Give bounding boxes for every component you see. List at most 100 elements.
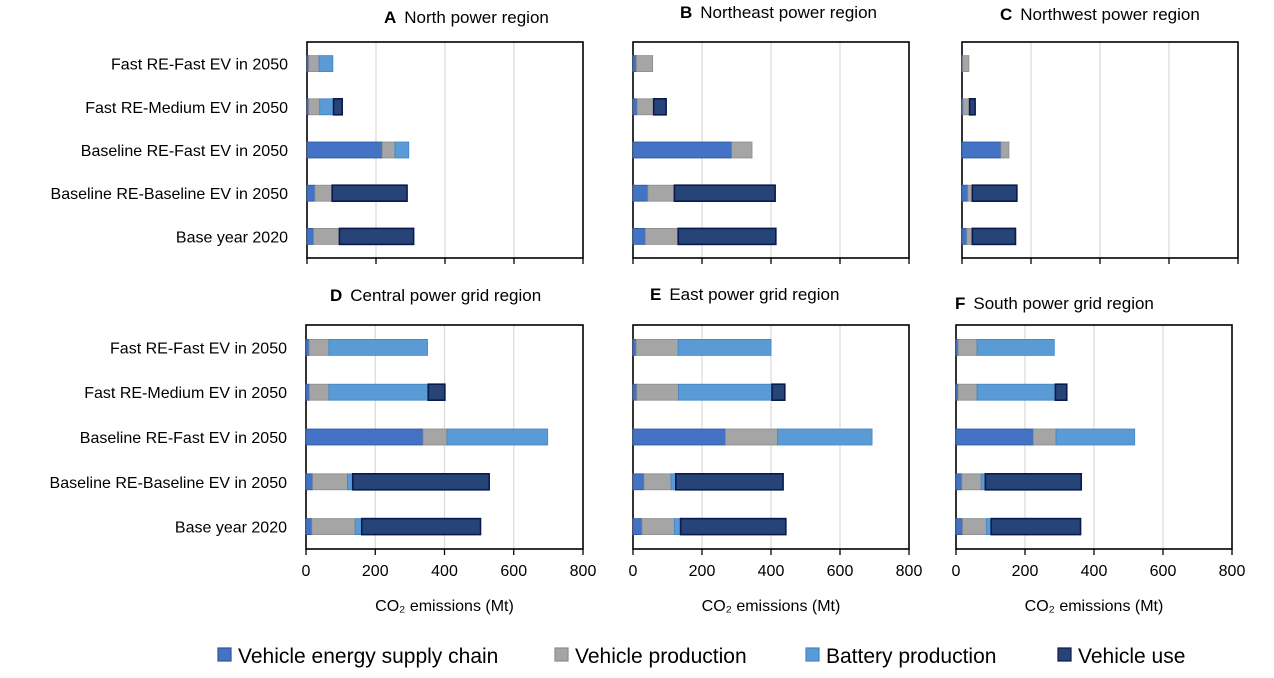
bar-segment-production (643, 473, 672, 491)
bar-segment-supply (632, 227, 646, 245)
x-axis-label: CO₂ emissions (Mt) (702, 598, 841, 615)
x-tick-label: 400 (758, 563, 785, 580)
bar-segment-supply (632, 184, 649, 202)
bar-segment-production (314, 184, 333, 202)
category-label: Base year 2020 (176, 229, 288, 246)
bar-segment-battery (976, 338, 1055, 356)
bar-segment-production (313, 227, 340, 245)
bar-segment-production (1000, 141, 1010, 159)
bar-segment-use (338, 227, 415, 246)
bar-segment-supply (632, 383, 638, 401)
x-tick-label: 600 (500, 563, 527, 580)
x-tick-label: 200 (1012, 563, 1039, 580)
panel-title: C Northwest power region (1000, 5, 1200, 24)
panel-b: B Northeast power region (632, 3, 910, 264)
category-label: Baseline RE-Baseline EV in 2050 (50, 475, 288, 492)
x-tick-label: 0 (302, 563, 311, 580)
bar-segment-use (652, 98, 667, 116)
bar-segment-use (673, 184, 776, 202)
bar-segment-supply (632, 55, 637, 72)
bar-segment-production (311, 518, 356, 535)
bar-segment-supply (632, 338, 637, 356)
bar-segment-battery (976, 383, 1056, 401)
bar-segment-supply (305, 518, 313, 535)
bar-segment-production (308, 55, 320, 72)
x-tick-label: 0 (629, 563, 638, 580)
panel-title-text: North power region (404, 8, 549, 27)
panel-title-text: East power grid region (669, 285, 839, 304)
bar-segment-production (731, 141, 753, 159)
bar-segment-use (360, 517, 482, 536)
panel-title-text: Northwest power region (1020, 5, 1200, 24)
bar-segment-production (962, 518, 987, 535)
legend-swatch-use (1057, 647, 1072, 662)
x-axis-label: CO₂ emissions (Mt) (1025, 598, 1164, 615)
legend-swatch-production (554, 647, 569, 662)
bar-segment-production (635, 338, 679, 356)
bar-segment-use (427, 383, 446, 402)
legend-label: Vehicle use (1078, 645, 1185, 668)
bar-segment-battery (394, 141, 410, 159)
bar-segment-supply (305, 383, 310, 401)
bar-segment-production (725, 428, 778, 446)
bar-segment-production (636, 98, 655, 116)
bar-segment-use (1054, 383, 1068, 402)
bar-segment-production (961, 473, 982, 491)
bar-segment-production (962, 55, 970, 72)
panel-title: B Northeast power region (680, 3, 877, 22)
bar-segment-production (645, 227, 679, 245)
bar-segment-use (351, 472, 490, 491)
panel-c: C Northwest power region (961, 5, 1239, 264)
bar-segment-supply (961, 227, 968, 245)
panel-f: F South power grid region 0 200 400 600 800 CO₂… (952, 294, 1246, 615)
panel-a: A North power region Fast RE-Fast EV in 20… (51, 8, 584, 264)
category-label: Fast RE-Fast EV in 2050 (110, 340, 287, 357)
bar-segment-use (771, 383, 786, 402)
bar-segment-use (971, 227, 1017, 246)
bar-segment-supply (306, 184, 316, 202)
bar-segment-supply (305, 428, 424, 446)
bar-segment-production (308, 338, 330, 356)
bar-segment-battery (318, 55, 334, 72)
legend-label: Vehicle production (575, 645, 747, 668)
bar-segment-supply (632, 518, 643, 535)
bar-segment-production (312, 473, 348, 491)
x-tick-label: 200 (689, 563, 716, 580)
bar-segment-use (331, 184, 408, 202)
x-tick-label: 800 (570, 563, 597, 580)
bar-segment-supply (306, 141, 383, 159)
bar-segment-production (957, 383, 978, 401)
bar-segment-use (677, 227, 777, 246)
bar-segment-battery (674, 518, 682, 535)
bar-segment-supply (955, 473, 963, 491)
bar-segment-use (984, 472, 1083, 491)
bar-segment-supply (632, 98, 638, 116)
bar-segment-battery (446, 428, 549, 446)
category-label: Fast RE-Medium EV in 2050 (85, 100, 288, 117)
bar-segment-supply (305, 338, 310, 356)
panel-title: F South power grid region (955, 294, 1154, 313)
category-label: Fast RE-Medium EV in 2050 (84, 385, 287, 402)
bar-segment-use (990, 517, 1082, 536)
bar-segment-battery (1055, 428, 1136, 446)
legend-label: Battery production (826, 645, 996, 668)
bar-segment-use (679, 517, 787, 536)
bar-segment-supply (955, 518, 963, 535)
bar-segment-use (332, 98, 343, 116)
bar-segment-battery (354, 518, 363, 535)
bar-segment-battery (328, 383, 429, 401)
bar-segment-production (966, 227, 973, 245)
x-tick-label: 800 (896, 563, 923, 580)
panel-title: D Central power grid region (330, 286, 541, 305)
panel-letter: F (955, 294, 965, 313)
panel-title: A North power region (384, 8, 549, 27)
category-label: Baseline RE-Fast EV in 2050 (81, 143, 288, 160)
bar-segment-production (641, 518, 675, 535)
category-label: Baseline RE-Fast EV in 2050 (80, 430, 287, 447)
x-axis-label: CO₂ emissions (Mt) (375, 598, 514, 615)
bar-segment-battery (319, 98, 334, 116)
panel-letter: A (384, 8, 396, 27)
panel-letter: D (330, 286, 342, 305)
bar-segment-supply (632, 473, 645, 491)
